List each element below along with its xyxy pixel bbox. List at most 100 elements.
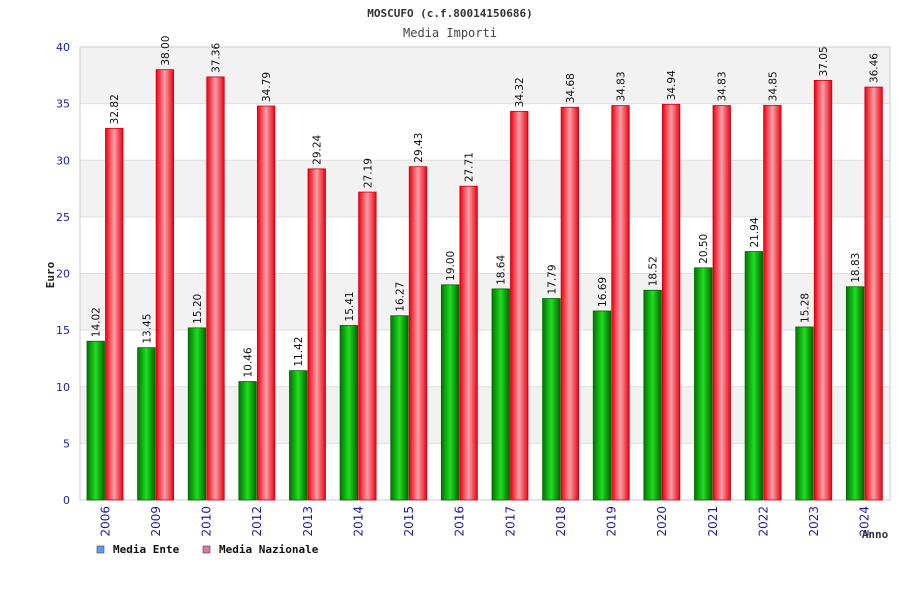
data-label: 34.83 [717,71,729,101]
x-tick-label: 2006 [98,506,112,537]
data-label: 27.19 [362,158,374,188]
bar-media-ente [339,325,359,501]
data-label: 18.52 [648,256,660,286]
bar-media-nazionale [712,105,731,501]
plot-area: 0 5 10 15 20 25 30 35 40 14.02 32.82 2006 13.45 38.00… [56,36,891,537]
bar-media-nazionale [611,105,630,501]
bar-media-nazionale [459,185,478,501]
bar-media-nazionale [105,127,124,501]
bar-media-ente [86,340,105,501]
x-tick-label: 2015 [402,506,416,537]
x-tick-label: 2022 [756,506,770,537]
y-tick-label: 5 [63,437,70,450]
data-label: 38.00 [160,36,172,66]
bar-media-ente [795,326,814,501]
y-tick-label: 25 [56,211,70,224]
data-label: 36.46 [869,53,881,83]
x-tick-label: 2018 [554,506,568,537]
data-label: 18.64 [496,255,508,285]
data-label: 34.85 [767,71,779,101]
bar-media-nazionale [763,104,782,501]
legend-swatch-media-ente [96,545,105,554]
bar-media-ente [491,288,510,501]
x-tick-label: 2024 [858,506,872,537]
x-tick-label: 2017 [503,506,517,537]
data-label: 32.82 [109,94,121,124]
x-tick-label: 2013 [301,506,315,537]
bar-media-nazionale [307,168,326,501]
data-label: 15.28 [800,293,812,323]
data-label: 27.71 [464,152,476,182]
data-label: 34.79 [261,72,273,102]
data-label: 16.27 [395,282,407,312]
data-label: 10.46 [243,347,255,377]
bar-media-ente [440,284,460,501]
data-label: 29.43 [413,133,425,163]
legend-label-media-ente: Media Ente [113,543,180,556]
x-tick-label: 2009 [149,506,163,537]
bar-media-nazionale [256,105,276,501]
data-label: 34.32 [514,77,526,107]
data-label: 13.45 [141,314,153,344]
bar-media-ente [187,327,207,501]
bar-media-ente [390,315,409,501]
data-label: 37.05 [818,46,830,76]
data-label: 14.02 [91,307,103,337]
data-label: 37.36 [211,43,223,73]
bar-media-nazionale [408,166,428,501]
bar-media-nazionale [813,80,833,501]
data-label: 15.20 [192,294,204,324]
bar-media-nazionale [358,191,377,501]
x-axis-label: Anno [862,528,889,541]
y-tick-label: 0 [63,494,70,507]
data-label: 11.42 [293,337,305,367]
x-tick-label: 2016 [453,506,467,537]
data-label: 18.83 [850,253,862,283]
bar-media-nazionale [661,103,681,501]
y-tick-label: 20 [56,268,70,281]
bar-media-ente [845,286,865,501]
data-label: 15.41 [344,291,356,321]
x-tick-label: 2019 [605,506,619,537]
data-label: 34.94 [666,70,678,100]
data-label: 34.83 [616,71,628,101]
bar-media-nazionale [560,106,580,501]
bar-media-nazionale [206,76,225,501]
legend-label-media-nazionale: Media Nazionale [219,543,319,556]
y-tick-label: 30 [56,154,70,167]
data-label: 34.68 [565,73,577,103]
data-label: 20.50 [698,234,710,264]
bar-media-ente [289,370,308,501]
plot-frame [79,46,891,501]
y-axis-label: Euro [44,261,57,288]
legend-swatch-media-nazionale [202,545,211,554]
data-label: 19.00 [445,251,457,281]
bar-media-ente [137,347,156,501]
bar-media-ente [592,310,612,501]
bar-media-nazionale [864,86,883,501]
legend: Media Ente Media Nazionale [96,543,319,556]
chart-title: MOSCUFO (c.f.80014150686) [367,7,533,20]
y-tick-label: 35 [56,98,70,111]
y-tick-label: 40 [56,41,70,54]
x-tick-label: 2014 [351,506,365,537]
bar-media-ente [542,298,561,501]
x-tick-label: 2023 [807,506,821,537]
y-tick-label: 15 [56,324,70,337]
x-tick-label: 2012 [250,506,264,537]
bar-media-nazionale [155,69,175,501]
chart-subtitle: Media Importi [403,26,497,40]
bar-media-nazionale [510,110,529,501]
data-label: 16.69 [597,277,609,307]
x-tick-label: 2020 [655,506,669,537]
y-tick-label: 10 [56,381,70,394]
data-label: 29.24 [312,134,324,164]
bar-media-ente [694,267,713,501]
data-label: 21.94 [749,217,761,247]
data-label: 17.79 [546,264,558,294]
bar-media-ente [238,381,257,501]
bar-media-ente [744,251,764,501]
x-tick-label: 2021 [706,506,720,537]
x-tick-label: 2010 [200,506,214,537]
